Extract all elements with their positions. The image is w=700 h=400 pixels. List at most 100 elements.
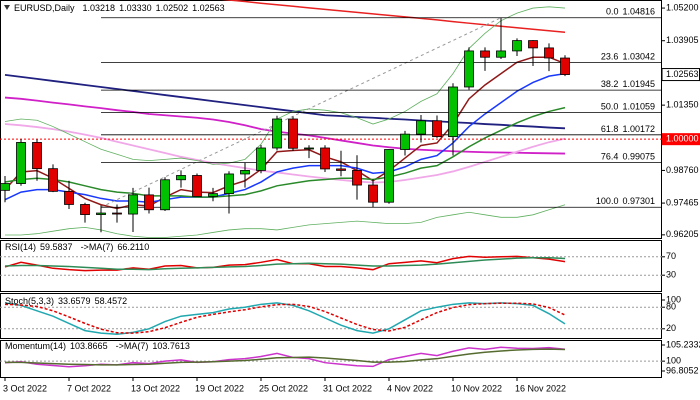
y-tick-label: 0.98760 bbox=[666, 165, 699, 175]
fib-price: 1.01945 bbox=[622, 80, 655, 90]
indicator-line bbox=[4, 6, 566, 165]
x-tick-label: 25 Oct 2022 bbox=[259, 383, 308, 393]
candle-body bbox=[240, 170, 250, 175]
fib-level: 61.8 bbox=[601, 124, 619, 134]
panel-legend: Stoch(5,3,3) 33.6579 58.4572 bbox=[5, 296, 127, 306]
candle-body bbox=[224, 173, 234, 195]
candle-body bbox=[352, 170, 362, 186]
symbol-icon bbox=[4, 5, 10, 10]
candle-body bbox=[288, 118, 298, 149]
candle-body bbox=[416, 120, 426, 135]
fib-price: 1.03042 bbox=[622, 52, 655, 62]
indicator-line bbox=[4, 72, 566, 203]
y-tick-label: 96.8052 bbox=[666, 365, 699, 375]
y-tick-label: 0.96205 bbox=[666, 229, 699, 239]
x-tick-label: 10 Nov 2022 bbox=[451, 383, 502, 393]
candle-body bbox=[96, 212, 106, 215]
main-panel-frame bbox=[0, 0, 662, 239]
candle-body bbox=[176, 175, 186, 181]
level-price-box bbox=[662, 133, 700, 146]
candle-body bbox=[304, 147, 314, 150]
fib-price: 1.00172 bbox=[622, 124, 655, 134]
candle-body bbox=[496, 50, 506, 58]
candle-body bbox=[80, 204, 90, 215]
fib-level-label: 100.0 0.97301 bbox=[596, 197, 655, 207]
candle-body bbox=[336, 168, 346, 171]
candle-body bbox=[512, 40, 522, 52]
x-tick-label: 31 Oct 2022 bbox=[323, 383, 372, 393]
candle-body bbox=[208, 193, 218, 197]
chart-header: EURUSD,Daily 1.03218 1.03330 1.02502 1.02563 bbox=[14, 3, 225, 13]
indicator-line bbox=[4, 255, 566, 272]
y-tick-label: 1.03905 bbox=[666, 35, 699, 45]
current-price-label: 1.02563 bbox=[666, 69, 699, 79]
fib-level-label: 38.2 1.01945 bbox=[601, 80, 655, 90]
fib-level: 38.2 bbox=[601, 80, 619, 90]
indicator-line bbox=[4, 56, 566, 210]
ohlc-value: 1.02563 bbox=[192, 3, 225, 13]
candle-body bbox=[560, 57, 570, 75]
candle-body bbox=[160, 179, 170, 211]
candle-body bbox=[256, 147, 266, 171]
indicator-line bbox=[5, 204, 566, 238]
candle-body bbox=[144, 194, 154, 211]
series-value: 33.6579 bbox=[58, 296, 91, 306]
series-name: Momentum(14) bbox=[5, 341, 66, 351]
indicator-line bbox=[4, 96, 566, 155]
candle-body bbox=[0, 183, 10, 191]
y-tick-label: 70 bbox=[666, 251, 676, 261]
series-value: 58.4572 bbox=[95, 296, 128, 306]
fib-price: 0.99075 bbox=[622, 152, 655, 162]
ohlc-value: 1.03330 bbox=[119, 3, 152, 13]
candle-body bbox=[32, 142, 42, 170]
fib-price: 1.04816 bbox=[622, 7, 655, 17]
plot-area bbox=[0, 302, 662, 335]
plot-area bbox=[0, 255, 662, 276]
y-tick-label: 80 bbox=[666, 302, 676, 312]
series-value: 103.8665 bbox=[70, 341, 108, 351]
candle-body bbox=[272, 118, 282, 149]
series-value: 66.2110 bbox=[117, 242, 149, 252]
y-tick-label: 1.05200 bbox=[666, 2, 699, 12]
candle-body bbox=[320, 147, 330, 170]
indicator-line bbox=[221, 0, 566, 34]
indicator-line bbox=[4, 123, 566, 184]
y-tick-label: 0.97465 bbox=[666, 197, 699, 207]
indicator-line bbox=[4, 106, 566, 198]
fib-level: 0.0 bbox=[606, 7, 619, 17]
candle-body bbox=[368, 184, 378, 203]
x-tick-label: 7 Oct 2022 bbox=[67, 383, 111, 393]
panel-legend: RSI(14) 59.5837 ->MA(7) 66.2110 bbox=[5, 242, 149, 252]
panel-legend: Momentum(14) 103.8665 ->MA(7) 103.7613 bbox=[5, 341, 190, 351]
fib-level-label: 23.6 1.03042 bbox=[601, 52, 655, 62]
candle-body bbox=[64, 190, 74, 205]
fib-trend-line bbox=[100, 17, 502, 208]
y-tick-label: 30 bbox=[666, 270, 676, 280]
indicator-line bbox=[4, 302, 566, 334]
y-tick-label: 20 bbox=[666, 323, 676, 333]
fib-level-label: 0.0 1.04816 bbox=[606, 7, 655, 17]
plot-area bbox=[0, 346, 662, 368]
fib-level-label: 61.8 1.00172 bbox=[601, 124, 655, 134]
x-tick-label: 4 Nov 2022 bbox=[387, 383, 433, 393]
stoch-panel-frame bbox=[0, 293, 662, 339]
y-tick-label: 100 bbox=[666, 356, 681, 366]
candle-body bbox=[528, 40, 538, 49]
x-tick-label: 3 Oct 2022 bbox=[3, 383, 47, 393]
fib-level: 76.4 bbox=[601, 152, 619, 162]
symbol-title: EURUSD,Daily bbox=[14, 3, 75, 13]
ohlc-value: 1.03218 bbox=[83, 3, 116, 13]
candle-body bbox=[480, 50, 490, 58]
candle-body bbox=[400, 133, 410, 150]
y-tick-label: 1.01350 bbox=[666, 100, 699, 110]
momentum-panel-frame bbox=[0, 340, 662, 378]
rsi-panel-frame bbox=[0, 240, 662, 292]
candle-body bbox=[464, 50, 474, 88]
candle-body bbox=[192, 175, 202, 197]
fib-level-label: 50.0 1.01059 bbox=[601, 102, 655, 112]
series-name: ->MA(7) bbox=[116, 341, 149, 351]
candle-body bbox=[128, 194, 138, 215]
candle-body bbox=[16, 142, 26, 184]
